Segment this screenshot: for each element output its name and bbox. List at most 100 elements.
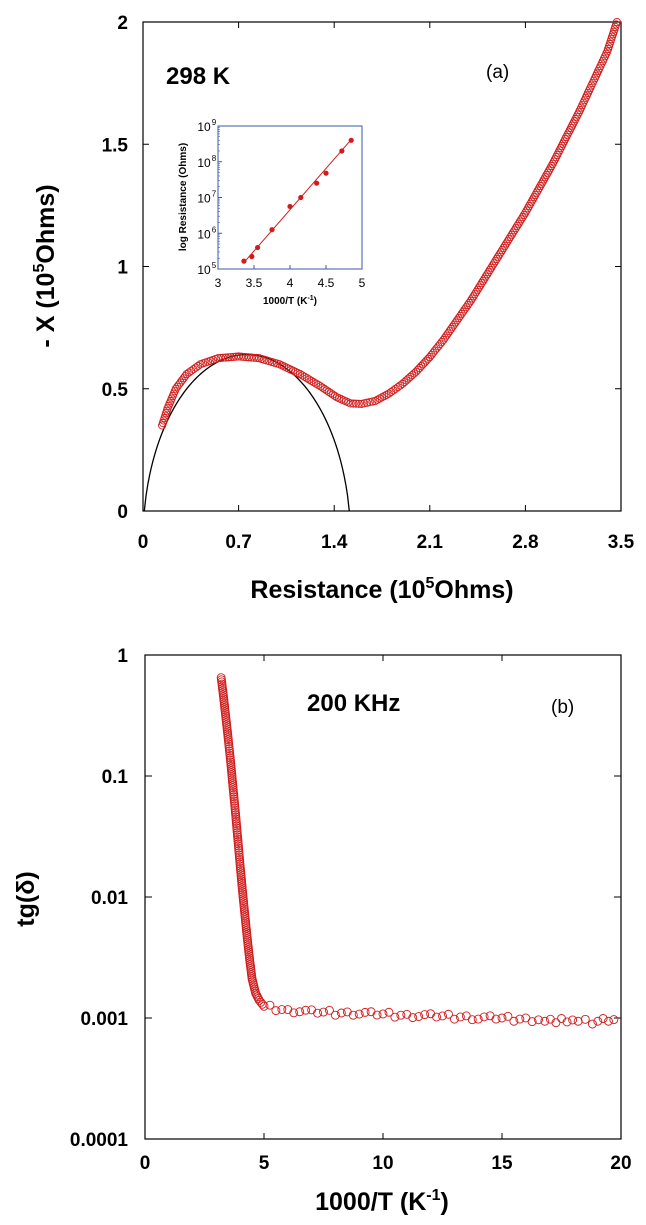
data-point <box>470 290 479 299</box>
data-point <box>519 210 529 219</box>
semicircle-fit-a <box>143 353 350 512</box>
data-point <box>252 353 261 363</box>
data-point <box>346 399 355 408</box>
y-axis-title-a: - X (105Ohms) <box>31 184 60 347</box>
data-point <box>449 1014 459 1024</box>
data-point <box>330 1010 340 1020</box>
data-point <box>360 399 369 408</box>
data-point <box>194 361 203 370</box>
data-point <box>249 353 259 362</box>
inset-fit-line <box>243 139 352 263</box>
data-point <box>566 123 575 132</box>
data-point <box>438 1011 447 1021</box>
data-point <box>535 184 544 193</box>
data-point <box>513 221 522 230</box>
data-point <box>497 1013 507 1023</box>
data-point <box>546 164 555 173</box>
fit-curve <box>143 353 350 512</box>
data-point <box>531 190 540 199</box>
data-point <box>320 385 329 394</box>
data-point <box>378 1009 388 1019</box>
data-point <box>483 270 492 279</box>
data-point <box>587 1019 597 1029</box>
data-point <box>553 150 562 159</box>
data-point <box>514 219 523 228</box>
x-tick-label-a: 2.1 <box>417 532 444 553</box>
panel-label-b: (b) <box>551 697 574 718</box>
panel-label-a: (a) <box>486 62 509 83</box>
y-axis-title-a-post: Ohms) <box>32 184 60 263</box>
inset-x-tick-label: 5 <box>359 276 366 290</box>
data-point <box>354 1009 364 1019</box>
data-point <box>456 311 465 320</box>
inset-data-point <box>348 137 354 143</box>
inset-data-points <box>241 137 354 264</box>
x-tick-label-a: 3.5 <box>608 532 635 553</box>
y-tick-label-a: 0.5 <box>102 380 129 401</box>
inset-data-point <box>314 180 320 186</box>
data-point <box>488 261 497 270</box>
x-axis-title-b: 1000/T (K-1) <box>315 1187 449 1216</box>
inset-x-tick-label: 4.5 <box>318 276 335 290</box>
inset-background <box>217 125 363 270</box>
data-point <box>408 1013 418 1023</box>
data-point <box>537 179 546 188</box>
data-point <box>517 215 526 224</box>
data-point <box>499 243 508 252</box>
data-point <box>322 386 331 395</box>
data-point <box>446 324 456 334</box>
inset-fit-line-segment <box>243 139 352 263</box>
x-axis-title-b-pre: 1000/T (K <box>315 1188 426 1216</box>
data-point <box>548 159 557 168</box>
inset-y-tick-label: 10 <box>197 263 211 277</box>
data-point <box>365 398 374 407</box>
data-point <box>307 1005 317 1015</box>
data-point <box>439 335 448 344</box>
annotation-temperature: 298 K <box>166 63 231 90</box>
data-point <box>469 292 478 301</box>
data-point <box>239 352 248 361</box>
data-point <box>528 195 537 204</box>
data-point <box>554 148 563 157</box>
data-point <box>313 1008 322 1018</box>
data-point <box>459 307 468 316</box>
data-point <box>300 372 309 381</box>
data-point <box>352 399 361 408</box>
data-point <box>562 132 571 141</box>
data-point <box>324 387 333 396</box>
data-point <box>485 1011 495 1021</box>
inset-y-tick-label: 10 <box>197 156 211 170</box>
data-point <box>498 246 507 255</box>
data-point <box>314 380 323 389</box>
data-point <box>479 276 488 285</box>
data-point <box>473 285 482 294</box>
data-point <box>463 301 472 310</box>
inset-data-point <box>339 148 345 154</box>
data-point <box>525 201 534 211</box>
x-tick-label-a: 0.7 <box>225 532 251 553</box>
data-point <box>414 1012 424 1021</box>
data-point <box>221 353 230 362</box>
data-point <box>445 327 454 336</box>
data-point <box>219 353 228 362</box>
x-tick-label-b: 15 <box>491 1153 513 1174</box>
data-point <box>360 1007 370 1017</box>
data-point <box>506 232 515 241</box>
data-point <box>598 1014 608 1023</box>
data-point <box>504 235 514 244</box>
data-point <box>551 1018 561 1028</box>
data-point <box>462 303 471 312</box>
data-point <box>442 331 451 340</box>
data-point <box>301 1005 311 1015</box>
data-point <box>316 382 325 391</box>
data-point <box>502 239 511 248</box>
inset-data-point <box>269 227 275 233</box>
data-point <box>568 121 577 130</box>
x-tick-label-a: 1.4 <box>321 532 348 553</box>
data-point <box>473 1014 483 1024</box>
data-point <box>366 1007 376 1017</box>
data-point <box>565 126 574 135</box>
